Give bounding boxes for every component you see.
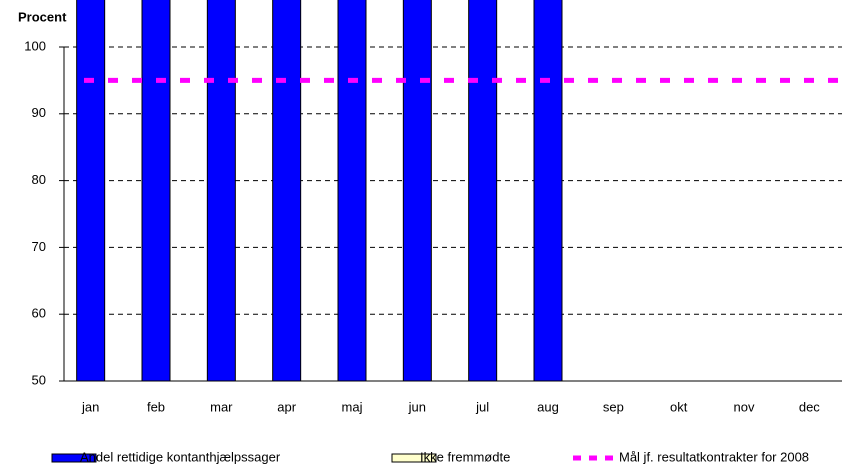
legend-label: Andel rettidige kontanthjælpssager	[80, 449, 281, 464]
bar	[206, 0, 236, 382]
x-tick-label: maj	[342, 399, 363, 414]
y-tick-label: 60	[32, 306, 46, 321]
y-tick-label: 90	[32, 105, 46, 120]
x-tick-label: feb	[147, 399, 165, 414]
y-axis-label: Procent	[18, 9, 67, 24]
legend-swatch	[51, 453, 97, 463]
x-tick-label: dec	[799, 399, 820, 414]
x-tick-label: mar	[210, 399, 233, 414]
x-tick-label: aug	[537, 399, 559, 414]
bar	[76, 0, 106, 382]
y-tick-label: 80	[32, 172, 46, 187]
y-tick-label: 70	[32, 239, 46, 254]
x-tick-label: jan	[81, 399, 99, 414]
bar	[141, 0, 171, 382]
legend-swatch	[391, 453, 437, 463]
x-tick-label: apr	[277, 399, 296, 414]
bar	[533, 0, 563, 382]
bar	[272, 0, 302, 382]
legend-label: Ikke fremmødte	[420, 449, 510, 464]
bar	[468, 0, 498, 382]
x-tick-label: jul	[475, 399, 489, 414]
y-tick-label: 100	[24, 38, 46, 53]
x-tick-label: sep	[603, 399, 624, 414]
x-tick-label: nov	[734, 399, 755, 414]
bar	[402, 0, 432, 382]
legend-label: Mål jf. resultatkontrakter for 2008	[619, 449, 809, 464]
bar	[337, 0, 367, 382]
x-tick-label: jun	[408, 399, 426, 414]
y-tick-label: 50	[32, 372, 46, 387]
x-tick-label: okt	[670, 399, 688, 414]
